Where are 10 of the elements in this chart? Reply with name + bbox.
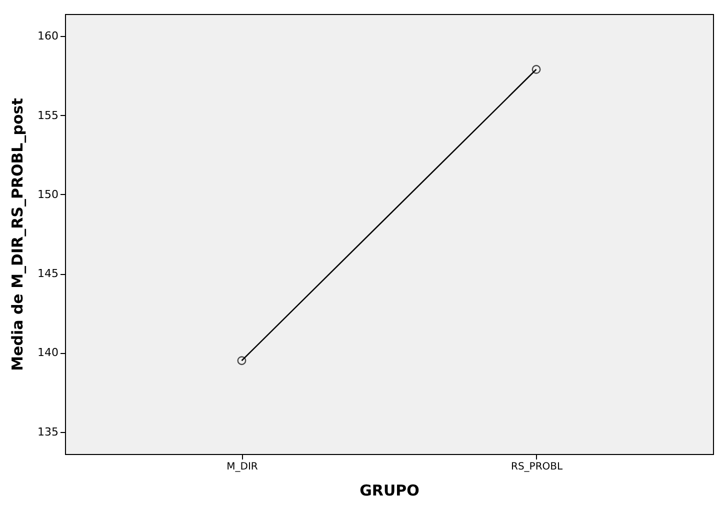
y-axis-title: Media de M_DIR_RS_PROBL_post xyxy=(8,98,27,371)
x-tick-label: M_DIR xyxy=(226,462,258,472)
y-tick-label: 155 xyxy=(38,108,58,122)
y-tick-label: 160 xyxy=(38,30,58,43)
x-axis-title: GRUPO xyxy=(360,482,420,500)
y-tick-label: 150 xyxy=(38,188,58,201)
y-tick-label: 135 xyxy=(38,425,58,438)
y-tick-label: 140 xyxy=(38,346,58,360)
x-tick-label: RS_PROBL xyxy=(510,462,563,472)
y-tick-label: 145 xyxy=(38,267,58,280)
